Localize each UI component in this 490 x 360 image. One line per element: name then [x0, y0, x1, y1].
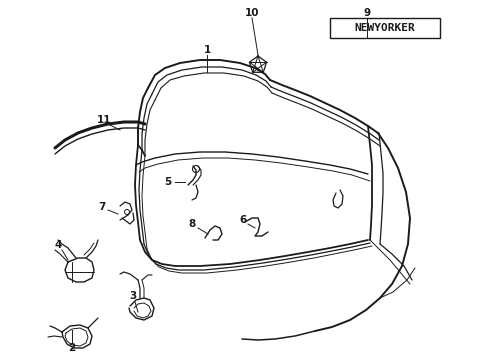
- Text: 5: 5: [164, 177, 171, 187]
- Text: 10: 10: [245, 8, 259, 18]
- Text: 6: 6: [240, 215, 246, 225]
- Bar: [330, 18, 440, 38]
- Text: 11: 11: [97, 115, 111, 125]
- Text: 2: 2: [69, 343, 75, 353]
- Text: 1: 1: [203, 45, 211, 55]
- Text: 3: 3: [129, 291, 137, 301]
- Text: 7: 7: [98, 202, 106, 212]
- Text: 8: 8: [188, 219, 196, 229]
- Text: 9: 9: [364, 8, 370, 18]
- Text: 4: 4: [54, 240, 62, 250]
- Text: NEWYORKER: NEWYORKER: [355, 23, 416, 33]
